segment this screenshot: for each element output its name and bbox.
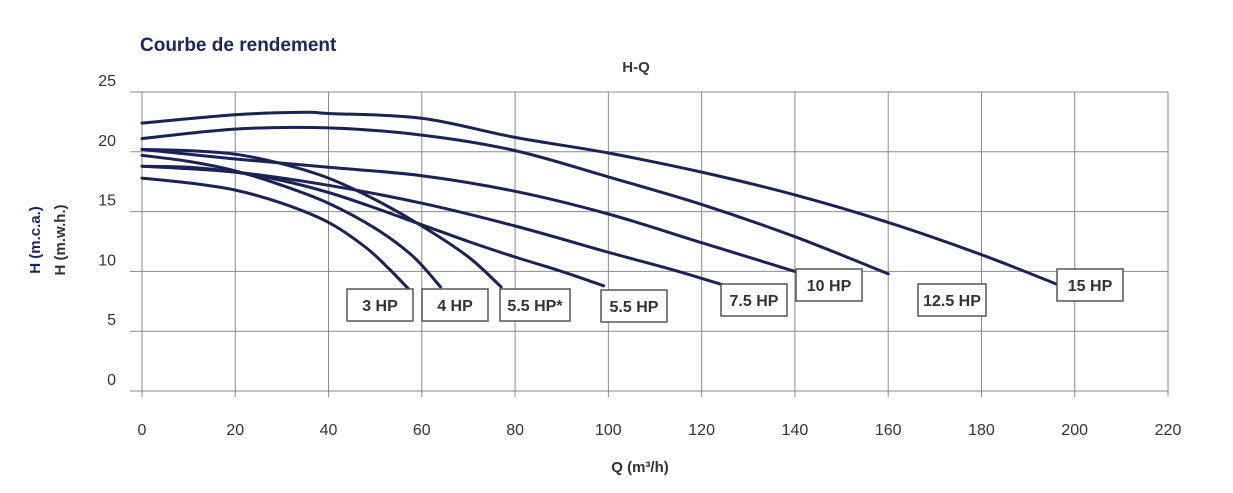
y-tick-label: 15 [98, 193, 116, 210]
chart-title: Courbe de rendement [140, 35, 337, 56]
curve-label-box [421, 288, 489, 322]
curve-label: 15 HP [1068, 278, 1113, 295]
curve-series-4 [140, 164, 732, 289]
y-tick-label: 0 [107, 372, 116, 389]
curve-label-box [346, 288, 414, 322]
curve-label: 4 HP [437, 298, 473, 315]
curve-label: 5.5 HP* [507, 298, 563, 315]
curve-series-2 [140, 147, 503, 289]
grid [130, 91, 1169, 397]
x-tick-label: 20 [226, 422, 244, 439]
x-tick-label: 80 [506, 422, 524, 439]
curve-label-box [795, 268, 863, 302]
curve-label-box [499, 288, 571, 322]
curve-series-7 [140, 110, 1063, 288]
curves [140, 110, 1063, 290]
curve-series-5 [140, 147, 797, 273]
curve-label-box [720, 283, 788, 317]
chart-subtitle: H-Q [622, 59, 650, 76]
x-tick-label: 60 [413, 422, 431, 439]
x-tick-label: 120 [688, 422, 715, 439]
curve-label: 3 HP [362, 298, 398, 315]
x-tick-label: 180 [968, 422, 995, 439]
curve-label: 10 HP [807, 278, 852, 295]
curve-series-1 [140, 153, 442, 289]
x-tick-label: 140 [782, 422, 809, 439]
curve-label-box [600, 289, 668, 323]
x-tick-label: 0 [138, 422, 147, 439]
curve-labels: 3 HP 4 HP 5.5 HP* 5.5 HP 7.5 HP 10 HP 12.5 HP 1… [346, 268, 1124, 323]
x-tick-label: 220 [1155, 422, 1182, 439]
y-axis-label-1: H (m.c.a.) [27, 206, 44, 274]
curve-label: 5.5 HP [610, 299, 659, 316]
curve-label-box [1056, 268, 1124, 302]
y-tick-label: 10 [98, 252, 116, 269]
y-axis-label-2: H (m.w.h.) [52, 204, 69, 275]
x-tick-label: 100 [595, 422, 622, 439]
axis-ticks: 0 5 10 15 20 25 0 20 40 60 80 100 120 140 160 180 200 220 [98, 73, 1181, 439]
curve-series-6 [140, 125, 890, 276]
curve-label-box [917, 283, 987, 317]
x-tick-label: 200 [1061, 422, 1088, 439]
y-tick-label: 25 [98, 73, 116, 90]
x-tick-label: 40 [320, 422, 338, 439]
y-tick-label: 5 [107, 312, 116, 329]
x-tick-label: 160 [875, 422, 902, 439]
curve-label: 12.5 HP [923, 293, 981, 310]
curve-label: 7.5 HP [730, 293, 779, 310]
curve-series-0 [140, 176, 410, 290]
x-axis-label: Q (m³/h) [611, 459, 669, 476]
y-tick-label: 20 [98, 133, 116, 150]
